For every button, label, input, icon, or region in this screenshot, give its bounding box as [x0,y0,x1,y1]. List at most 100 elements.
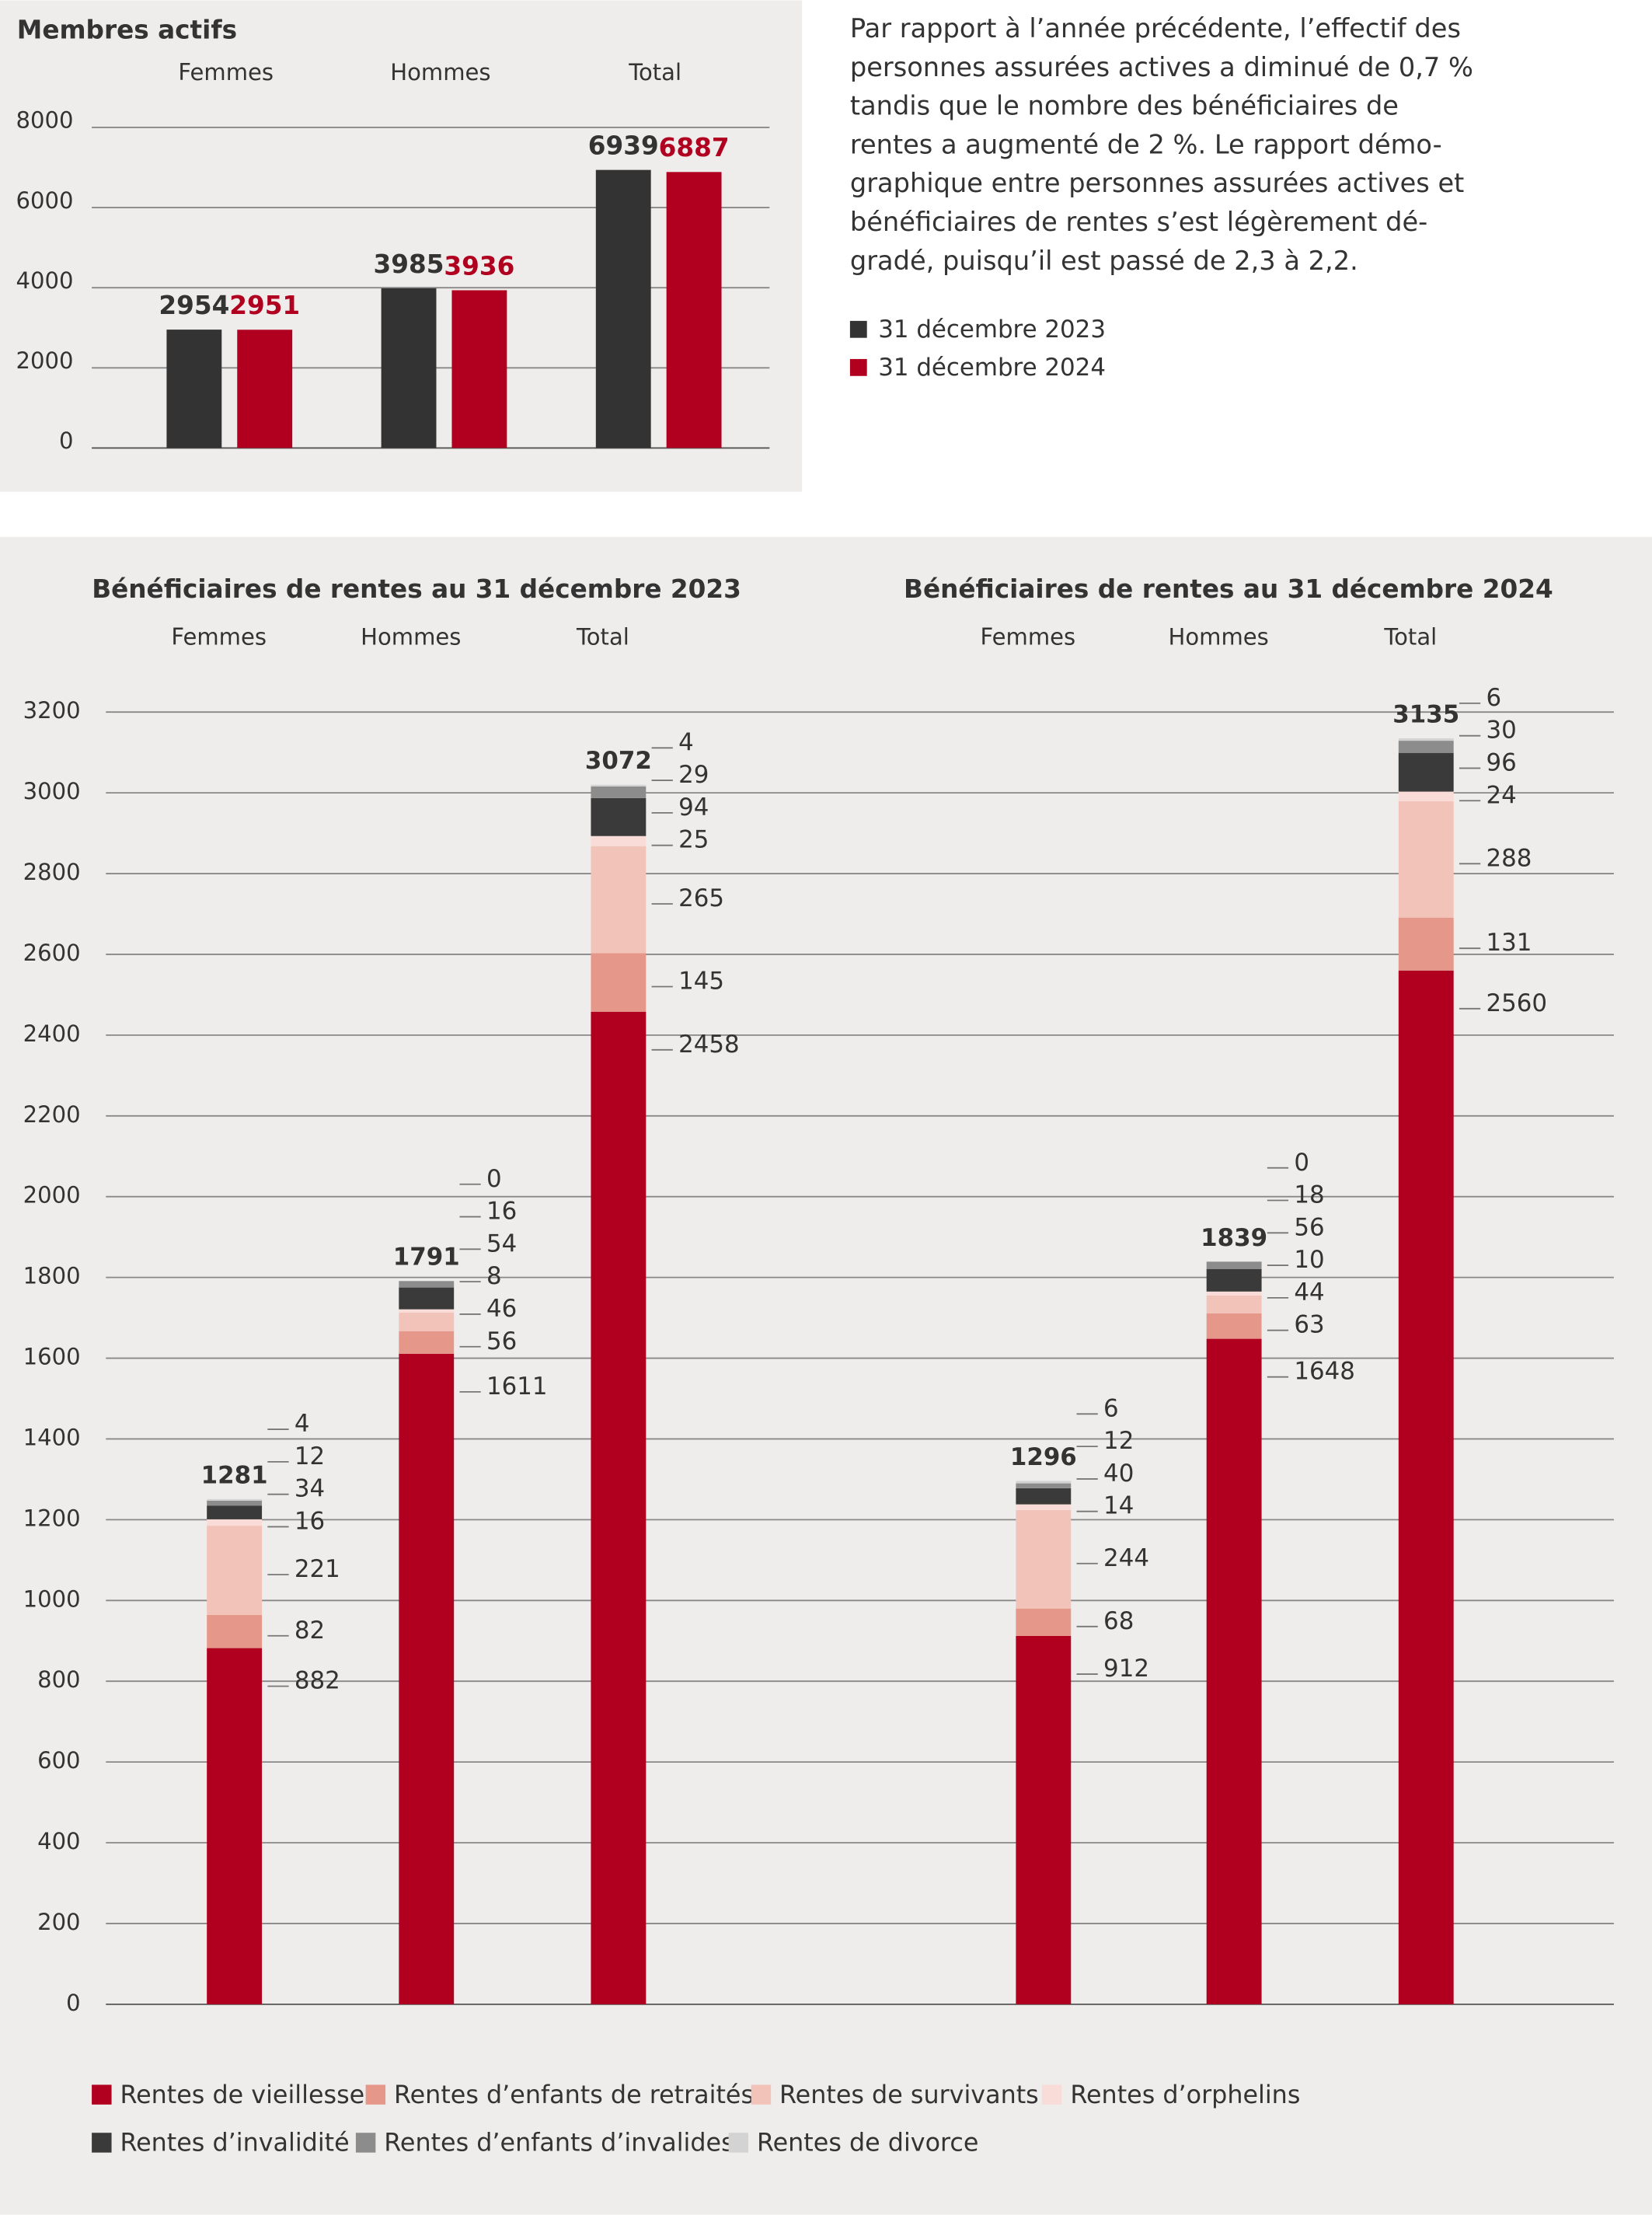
description-line: graphique entre personnes assurées activ… [850,168,1464,198]
bar-segment [591,846,647,954]
bar-segment [207,1526,263,1615]
y-tick-label: 0 [66,1990,81,2016]
y-tick-label: 2000 [16,347,74,374]
bar-segment [1398,801,1454,918]
segment-label: 14 [1103,1492,1134,1520]
bar [237,330,293,448]
segment-label: 10 [1294,1246,1324,1274]
legend-label: Rentes d’enfants d’invalides [384,2129,734,2157]
bar-segment [1398,917,1454,971]
segment-label: 244 [1103,1544,1149,1572]
total-label: 1296 [1010,1443,1077,1471]
segment-label: 4 [295,1410,310,1438]
segment-label: 24 [1486,781,1516,809]
segment-label: 0 [486,1165,502,1193]
value-label: 6887 [659,133,730,162]
y-tick-label: 2800 [23,859,81,885]
bar-segment [591,835,647,846]
category-label: Femmes [178,59,274,85]
category-label: Femmes [171,624,267,651]
legend-swatch [92,2084,112,2105]
bar-segment [399,1312,455,1331]
bar-segment [207,1648,263,2004]
bar-segment [1398,738,1454,741]
segment-label: 6 [1103,1394,1119,1422]
bar-segment [591,953,647,1012]
legend-swatch [365,2084,386,2105]
bar-segment [1206,1313,1262,1339]
legend-swatch [751,2084,772,2105]
y-tick-label: 2000 [23,1182,81,1209]
category-label: Total [576,624,629,651]
panel [0,536,1652,2215]
legend-swatch [849,358,867,376]
segment-label: 6 [1486,684,1501,712]
y-tick-label: 400 [37,1828,80,1854]
segment-label: 40 [1103,1460,1134,1488]
segment-label: 1648 [1294,1358,1355,1386]
segment-label: 2458 [678,1031,740,1059]
y-tick-label: 1600 [23,1344,81,1370]
value-label: 3936 [444,251,514,281]
chart-title: Membres actifs [17,15,237,44]
description-line: Par rapport à l’année précédente, l’effe… [850,13,1461,44]
bar-segment [1398,791,1454,802]
y-tick-label: 800 [37,1666,80,1693]
y-tick-label: 6000 [16,187,74,214]
description-line: rentes a augmenté de 2 %. Le rapport dém… [850,129,1442,159]
segment-label: 44 [1294,1278,1324,1306]
total-label: 1281 [201,1461,268,1489]
segment-label: 288 [1486,844,1532,872]
bar [381,288,437,448]
bar-segment [1206,1296,1262,1313]
bar-segment [1016,1504,1072,1510]
bar-segment [1016,1608,1072,1637]
bar-segment [1398,741,1454,753]
y-tick-label: 2200 [23,1101,81,1128]
value-label: 6939 [588,131,659,161]
bar [166,330,222,448]
bar-segment [399,1287,455,1310]
segment-label: 68 [1103,1607,1134,1635]
bar-segment [591,784,647,787]
segment-label: 46 [486,1295,517,1323]
bar [451,290,507,448]
segment-label: 16 [486,1198,517,1226]
segment-label: 25 [678,826,709,854]
segment-label: 1611 [486,1373,548,1401]
bar-segment [591,786,647,798]
bar-segment [1206,1261,1262,1269]
chart-title: Bénéficiaires de rentes au 31 décembre 2… [92,574,741,604]
segment-label: 82 [295,1617,325,1645]
bar-segment [1398,752,1454,792]
bar-segment [399,1309,455,1313]
legend-label: Rentes d’orphelins [1070,2081,1300,2109]
segment-label: 131 [1486,929,1532,957]
bar-segment [591,1011,647,2004]
bar-segment [399,1353,455,2004]
category-label: Femmes [981,624,1076,651]
legend-swatch [355,2133,376,2153]
category-label: Hommes [361,624,461,651]
value-label: 2951 [229,291,300,320]
segment-label: 12 [1103,1427,1134,1455]
legend-label: Rentes d’enfants de retraités [394,2081,754,2109]
bar-segment [399,1281,455,1288]
bar-segment [1206,1338,1262,2004]
y-tick-label: 1400 [23,1424,81,1450]
bar-segment [1398,970,1454,2004]
value-label: 2954 [159,291,229,320]
bar [595,169,651,448]
bar-segment [1016,1509,1072,1609]
segment-label: 29 [678,761,709,789]
bar-segment [1206,1291,1262,1296]
bar-segment [1016,1481,1072,1484]
legend-swatch [1042,2084,1062,2105]
segment-label: 265 [678,884,724,912]
category-label: Hommes [1169,624,1269,651]
bar-segment [399,1331,455,1354]
segment-label: 145 [678,968,724,996]
y-tick-label: 8000 [16,107,74,134]
